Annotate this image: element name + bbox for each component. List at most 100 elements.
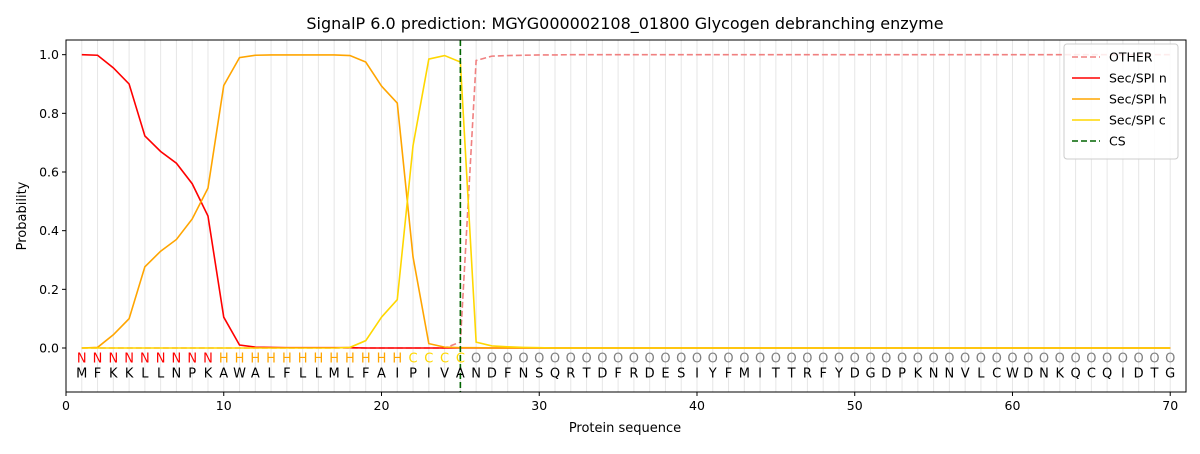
y-tick-label: 0.8 (39, 106, 59, 121)
region-label: O (1007, 352, 1017, 367)
y-tick-label: 1.0 (39, 47, 59, 62)
region-label: O (928, 352, 938, 367)
residue-letter: R (566, 366, 575, 381)
residue-letter: F (94, 366, 101, 381)
residue-letter: I (395, 366, 399, 381)
residue-letter: K (1056, 366, 1065, 381)
region-label: N (187, 352, 197, 367)
region-label: H (235, 352, 245, 367)
region-label: O (708, 352, 718, 367)
residue-letter: P (188, 366, 196, 381)
residue-letter: D (1023, 366, 1033, 381)
residue-letter: E (661, 366, 669, 381)
residue-letter: Y (834, 366, 843, 381)
grid-layer (81, 40, 1171, 392)
series-layer (81, 40, 1171, 392)
residue-letter: W (1006, 366, 1019, 381)
region-label: O (613, 352, 623, 367)
region-label: O (566, 352, 576, 367)
region-label: C (424, 352, 433, 367)
residue-letter: P (409, 366, 417, 381)
series-line-3 (81, 54, 1171, 349)
chart-title: SignalP 6.0 prediction: MGYG000002108_01… (306, 14, 943, 34)
region-label: O (739, 352, 749, 367)
residue-letter: P (898, 366, 906, 381)
region-label: O (518, 352, 528, 367)
region-label: O (1039, 352, 1049, 367)
region-label: O (471, 352, 481, 367)
region-label: H (329, 352, 339, 367)
plot-frame (65, 39, 1187, 393)
residue-letter: M (76, 366, 87, 381)
region-label: O (503, 352, 513, 367)
y-tick-label: 0.4 (39, 223, 59, 238)
residue-letter: N (519, 366, 529, 381)
region-label: H (250, 352, 260, 367)
region-label: H (219, 352, 229, 367)
region-label: C (456, 352, 465, 367)
region-label: O (944, 352, 954, 367)
residue-letter: F (362, 366, 369, 381)
region-label: O (550, 352, 560, 367)
region-label: H (298, 352, 308, 367)
region-label: N (124, 352, 134, 367)
y-tick-label: 0.6 (39, 165, 59, 180)
region-label: O (818, 352, 828, 367)
x-tick-label: 0 (62, 398, 70, 413)
x-tick-label: 70 (1162, 398, 1178, 413)
region-label: O (771, 352, 781, 367)
region-label: C (409, 352, 418, 367)
region-label: H (361, 352, 371, 367)
residue-letter: W (233, 366, 246, 381)
residue-letter: Q (1102, 366, 1112, 381)
region-label: H (377, 352, 387, 367)
sequence-layer: NMNFNKNKNLNLNNNPNKHAHWHAHLHFHLHLHMHLHFHA… (76, 352, 1175, 382)
region-label: O (1134, 352, 1144, 367)
residue-letter: I (695, 366, 699, 381)
residue-letter: K (204, 366, 213, 381)
region-label: O (1055, 352, 1065, 367)
residue-letter: K (125, 366, 134, 381)
residue-letter: S (677, 366, 685, 381)
residue-letter: D (1134, 366, 1144, 381)
legend-label: Sec/SPI c (1109, 113, 1166, 128)
y-tick-label: 0.2 (39, 282, 59, 297)
region-label: O (976, 352, 986, 367)
residue-letter: L (977, 366, 985, 381)
region-label: O (802, 352, 812, 367)
x-tick-label: 40 (689, 398, 705, 413)
residue-letter: L (141, 366, 149, 381)
region-label: O (1070, 352, 1080, 367)
residue-letter: F (283, 366, 290, 381)
residue-letter: R (629, 366, 638, 381)
region-label: O (1165, 352, 1175, 367)
residue-letter: I (758, 366, 762, 381)
legend-label: OTHER (1109, 50, 1153, 65)
region-label: O (1118, 352, 1128, 367)
residue-letter: S (535, 366, 543, 381)
region-label: N (140, 352, 150, 367)
residue-letter: T (1149, 366, 1158, 381)
residue-letter: L (315, 366, 323, 381)
residue-letter: I (427, 366, 431, 381)
residue-letter: L (267, 366, 275, 381)
residue-letter: N (471, 366, 481, 381)
region-label: N (156, 352, 166, 367)
region-label: O (834, 352, 844, 367)
region-label: O (597, 352, 607, 367)
residue-letter: R (803, 366, 812, 381)
region-label: O (913, 352, 923, 367)
residue-letter: G (865, 366, 875, 381)
legend-label: CS (1109, 134, 1126, 149)
region-label: O (629, 352, 639, 367)
region-label: H (266, 352, 276, 367)
residue-letter: N (1039, 366, 1049, 381)
residue-letter: C (992, 366, 1001, 381)
region-label: O (487, 352, 497, 367)
region-label: O (723, 352, 733, 367)
residue-letter: L (157, 366, 165, 381)
legend-label: Sec/SPI n (1109, 71, 1167, 86)
residue-letter: F (614, 366, 621, 381)
